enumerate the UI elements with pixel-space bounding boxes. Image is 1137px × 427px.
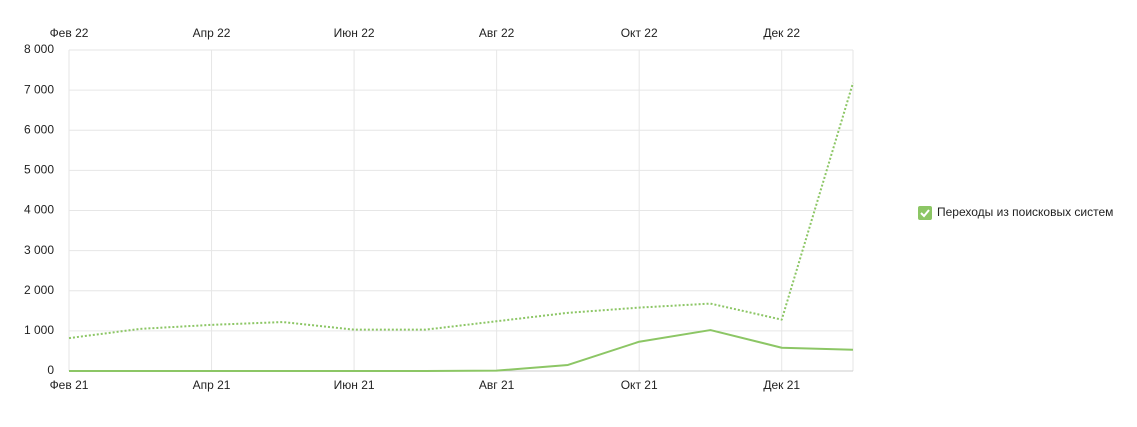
y-tick-label: 7 000	[24, 82, 54, 96]
y-tick-label: 4 000	[24, 203, 54, 217]
x2-tick-label: Авг 22	[479, 26, 515, 40]
x-tick-label: Апр 21	[193, 378, 231, 392]
x2-tick-label: Апр 22	[193, 26, 231, 40]
x-tick-label: Фев 21	[50, 378, 89, 392]
y-tick-label: 3 000	[24, 243, 54, 257]
y-tick-label: 0	[47, 363, 54, 377]
data-line	[69, 329, 854, 372]
legend-item[interactable]: Переходы из поисковых систем	[918, 205, 1113, 220]
x-tick-label: Дек 21	[763, 378, 800, 392]
x2-tick-label: Фев 22	[50, 26, 89, 40]
legend-checkbox	[918, 206, 932, 220]
y-tick-label: 8 000	[24, 42, 54, 56]
x-tick-label: Окт 21	[621, 378, 658, 392]
y-tick-label: 6 000	[24, 122, 54, 136]
y-tick-label: 1 000	[24, 323, 54, 337]
legend-label: Переходы из поисковых систем	[937, 205, 1113, 219]
x2-tick-label: Июн 22	[334, 26, 375, 40]
x-tick-label: Авг 21	[479, 378, 515, 392]
data-line	[68, 82, 854, 340]
x2-tick-label: Дек 22	[763, 26, 800, 40]
legend-check	[920, 209, 930, 218]
x2-tick-label: Окт 22	[621, 26, 658, 40]
x-tick-label: Июн 21	[334, 378, 375, 392]
y-tick-label: 2 000	[24, 283, 54, 297]
y-tick-label: 5 000	[24, 163, 54, 177]
